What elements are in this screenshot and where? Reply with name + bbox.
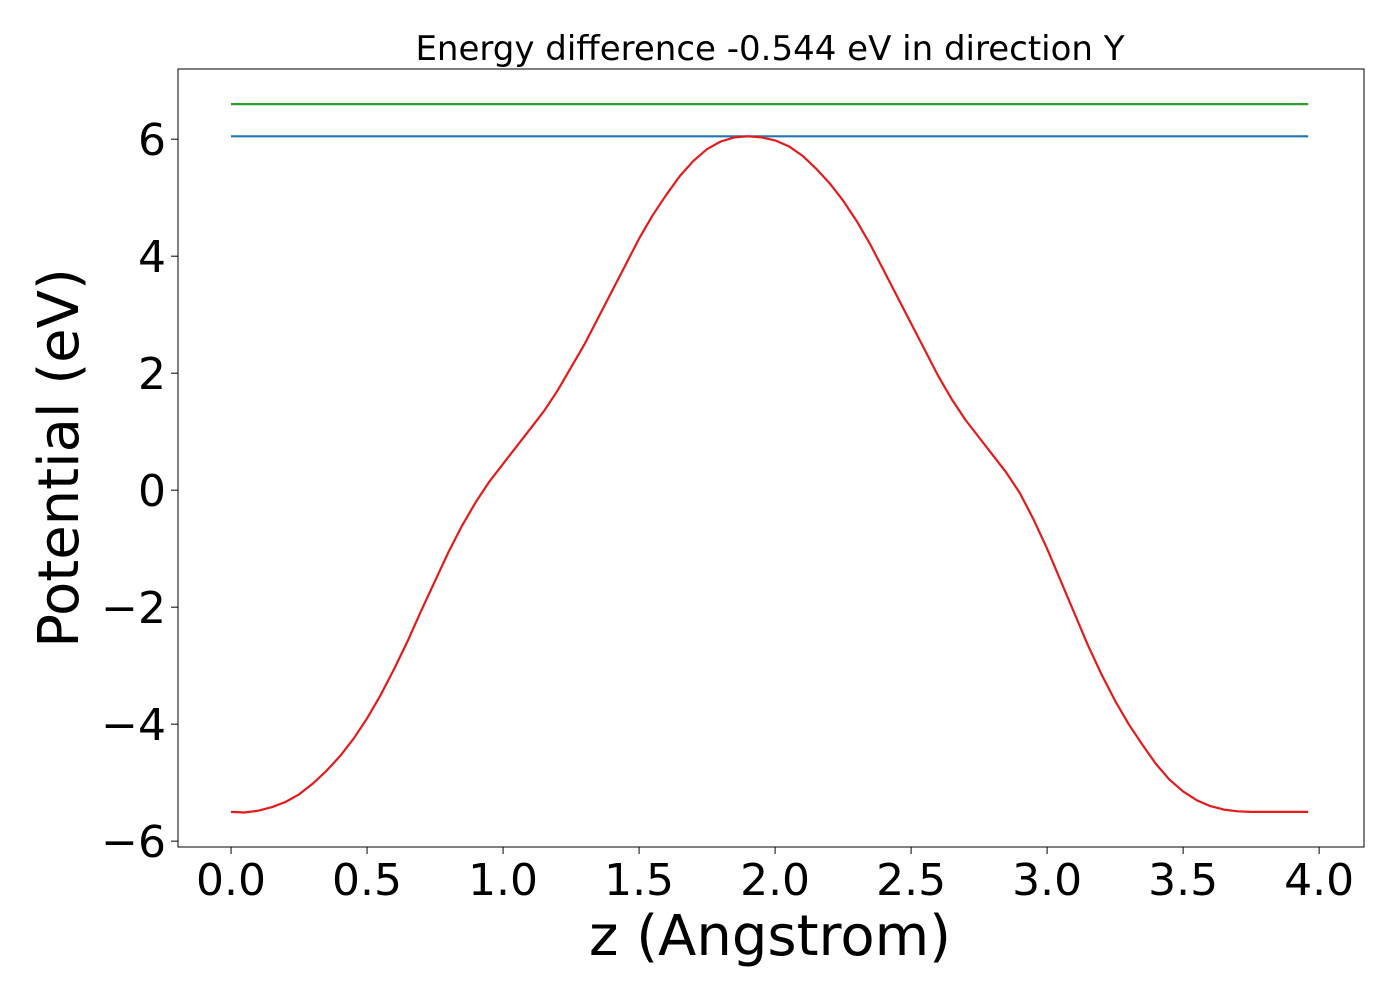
x-tick-label: 3.0: [1012, 855, 1082, 906]
x-tick-label: 1.0: [468, 855, 538, 906]
series-line-3: [230, 135, 1309, 814]
x-axis: 0.0 0.5 1.0 1.5 2.0 2.5 3.0 3.5 4.0: [196, 847, 1354, 906]
x-tick-label: 2.0: [740, 855, 810, 906]
y-tick-label: 0: [138, 466, 166, 517]
y-axis-label: Potential (eV): [27, 268, 92, 648]
y-axis: −6 −4 −2 0 2 4 6: [101, 115, 178, 868]
x-tick-label: 3.5: [1148, 855, 1218, 906]
y-tick-label: −2: [101, 583, 166, 634]
x-tick-label: 1.5: [604, 855, 674, 906]
plot-area: [230, 102, 1309, 814]
y-tick-label: −6: [101, 817, 166, 868]
y-tick-label: −4: [101, 700, 166, 751]
y-tick-label: 2: [138, 349, 166, 400]
x-tick-label: 2.5: [876, 855, 946, 906]
x-tick-label: 0.5: [332, 855, 402, 906]
chart-title: Energy difference -0.544 eV in direction…: [415, 29, 1124, 69]
x-tick-label: 4.0: [1284, 855, 1354, 906]
y-tick-label: 6: [138, 115, 166, 166]
x-tick-label: 0.0: [196, 855, 266, 906]
x-axis-label: z (Angstrom): [589, 904, 951, 969]
y-tick-label: 4: [138, 232, 166, 283]
plot-frame: [177, 68, 1365, 848]
